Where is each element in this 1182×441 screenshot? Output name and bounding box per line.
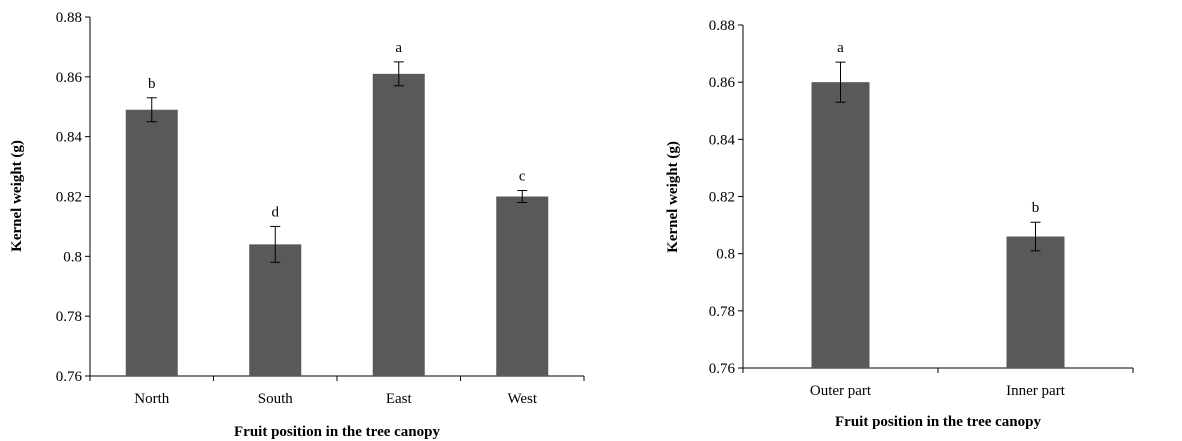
x-category-label: North [134,391,169,407]
y-tick-label: 0.8 [716,247,735,263]
significance-letter: a [837,40,844,56]
y-tick-label: 0.78 [709,304,735,320]
x-category-label: Outer part [810,383,872,399]
y-tick-label: 0.88 [56,10,82,26]
y-tick-label: 0.78 [56,309,82,325]
y-tick-label: 0.84 [56,130,83,146]
bar-west [496,196,549,376]
x-axis-title: Fruit position in the tree canopy [835,414,1041,430]
y-tick-label: 0.86 [709,75,736,91]
significance-letter: c [519,169,526,185]
y-tick-label: 0.88 [709,18,735,34]
bar-east [372,73,425,376]
bar-north [125,109,178,376]
y-tick-label: 0.82 [709,190,735,206]
y-axis-title: Kernel weight (g) [665,141,681,253]
y-tick-label: 0.76 [709,361,736,377]
x-category-label: West [507,391,537,407]
significance-letter: b [1032,200,1040,216]
significance-letter: b [148,76,156,92]
bar-outer-part [811,82,870,369]
y-tick-label: 0.76 [56,369,83,385]
significance-letter: d [272,204,280,220]
x-axis-title: Fruit position in the tree canopy [234,424,440,440]
y-tick-label: 0.8 [63,249,82,265]
x-category-label: Inner part [1006,383,1066,399]
y-tick-label: 0.82 [56,190,82,206]
y-tick-label: 0.84 [709,132,736,148]
chart-kernel-weight-by-canopy-part: 0.76 0.78 0.8 0.82 0.84 0.86 0.88 a b Outer par… [665,18,1134,430]
significance-letter: a [395,40,402,56]
x-category-label: South [258,391,294,407]
x-category-label: East [386,391,413,407]
y-axis-title: Kernel weight (g) [9,140,25,252]
bar-south [249,244,302,376]
y-tick-label: 0.86 [56,70,83,86]
bar-inner-part [1006,236,1065,368]
chart-kernel-weight-by-direction: 0.76 0.78 0.8 0.82 0.84 0.86 0.88 b d a c North So… [9,10,585,440]
